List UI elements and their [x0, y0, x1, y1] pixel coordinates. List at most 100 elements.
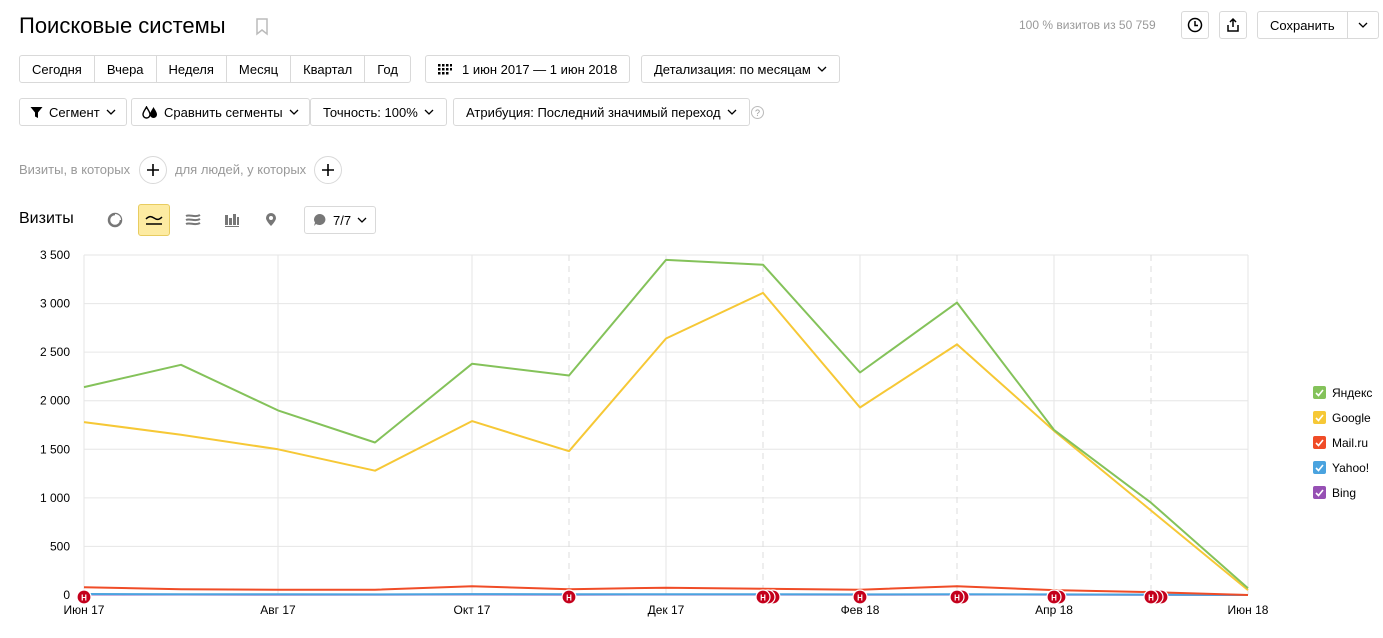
- legend-label: Bing: [1332, 485, 1357, 500]
- attribution-dropdown[interactable]: Атрибуция: Последний значимый переход: [453, 98, 750, 126]
- annotation-bubble: [1046, 589, 1062, 605]
- x-tick-label: Авг 17: [260, 603, 296, 617]
- legend-item[interactable]: Google: [1313, 405, 1372, 430]
- comment-icon: [314, 214, 326, 226]
- annotation-marker[interactable]: Н: [1143, 589, 1159, 605]
- annotation-bubble: [76, 589, 92, 605]
- annotation-marker[interactable]: Н: [755, 589, 771, 605]
- attribution-label: Атрибуция: Последний значимый переход: [466, 104, 721, 120]
- y-tick-label: 0: [63, 588, 70, 602]
- checkbox-icon[interactable]: [1313, 486, 1326, 499]
- add-visit-condition-button[interactable]: [139, 156, 167, 184]
- area-view-button[interactable]: [177, 204, 209, 236]
- people-where-label: для людей, у которых: [175, 162, 307, 177]
- annotation-marker[interactable]: Н: [949, 589, 965, 605]
- annotation-bubble: [755, 589, 771, 605]
- annotation-glyph: Н: [857, 594, 863, 603]
- annotation-bubble: [852, 589, 868, 605]
- annotation-glyph: Н: [81, 594, 87, 603]
- checkbox-icon[interactable]: [1313, 411, 1326, 424]
- map-view-button[interactable]: [255, 204, 287, 236]
- y-tick-label: 500: [50, 539, 70, 553]
- add-people-condition-button[interactable]: [314, 156, 342, 184]
- date-range-picker[interactable]: 1 июн 2017 — 1 июн 2018: [425, 55, 631, 83]
- chevron-down-icon: [106, 109, 116, 115]
- chevron-down-icon: [357, 217, 367, 223]
- annotation-marker[interactable]: Н: [852, 589, 868, 605]
- line-view-button[interactable]: [138, 204, 170, 236]
- map-pin-icon: [266, 213, 276, 226]
- x-tick-label: Июн 18: [1228, 603, 1269, 617]
- help-icon[interactable]: ?: [751, 106, 764, 119]
- y-tick-label: 2 500: [40, 345, 70, 359]
- segment-dropdown[interactable]: Сегмент: [19, 98, 127, 126]
- filter-icon: [30, 106, 43, 118]
- chart-legend: Яндекс Google Mail.ru Yahoo! Bing: [1313, 380, 1372, 505]
- accuracy-dropdown[interactable]: Точность: 100%: [310, 98, 447, 126]
- legend-item[interactable]: Bing: [1313, 480, 1372, 505]
- checkbox-icon[interactable]: [1313, 461, 1326, 474]
- tab-quarter[interactable]: Квартал: [291, 56, 366, 82]
- save-group: Сохранить: [1257, 11, 1379, 39]
- checkbox-icon[interactable]: [1313, 436, 1326, 449]
- notes-count: 7/7: [333, 212, 352, 228]
- share-icon: [1227, 17, 1239, 32]
- compare-segments-dropdown[interactable]: Сравнить сегменты: [131, 98, 310, 126]
- y-tick-label: 3 000: [40, 297, 70, 311]
- y-tick-label: 3 500: [40, 248, 70, 262]
- bar-chart-icon: [225, 214, 239, 227]
- legend-label: Яндекс: [1332, 385, 1373, 400]
- annotation-glyph: Н: [954, 594, 960, 603]
- tab-month[interactable]: Месяц: [227, 56, 292, 82]
- line-chart-icon: [145, 215, 163, 225]
- detail-dropdown[interactable]: Детализация: по месяцам: [641, 55, 840, 83]
- legend-item[interactable]: Яндекс: [1313, 380, 1372, 405]
- period-tabs: Сегодня Вчера Неделя Месяц Квартал Год: [19, 55, 411, 83]
- drops-icon: [142, 105, 157, 119]
- clock-icon: [1187, 17, 1203, 33]
- checkbox-icon[interactable]: [1313, 386, 1326, 399]
- notes-dropdown[interactable]: 7/7: [304, 206, 377, 234]
- export-button[interactable]: [1219, 11, 1247, 39]
- chart-metric-label: Визиты: [19, 210, 74, 227]
- legend-label: Google: [1332, 410, 1371, 425]
- y-tick-label: 2 000: [40, 394, 70, 408]
- visits-line-chart[interactable]: 0 500 1 000 1 500 2 000 2 500 3 000 3 500 Июн 1…: [0, 240, 1300, 638]
- plus-icon: [147, 164, 159, 176]
- pie-chart-icon: [107, 212, 123, 228]
- chevron-down-icon: [727, 109, 737, 115]
- bookmark-icon[interactable]: [255, 18, 269, 36]
- detail-label: Детализация: по месяцам: [654, 61, 811, 77]
- chevron-down-icon: [289, 109, 299, 115]
- x-tick-label: Фев 18: [841, 603, 880, 617]
- stacked-area-icon: [185, 214, 201, 226]
- annotation-bubble: [1143, 589, 1159, 605]
- series-line[interactable]: [83, 258, 1249, 589]
- save-button[interactable]: Сохранить: [1258, 12, 1348, 38]
- bar-view-button[interactable]: [216, 204, 248, 236]
- legend-item[interactable]: Yahoo!: [1313, 455, 1372, 480]
- annotation-marker[interactable]: Н: [561, 589, 577, 605]
- annotation-bubble: [949, 589, 965, 605]
- x-tick-label: Дек 17: [648, 603, 685, 617]
- tab-yesterday[interactable]: Вчера: [95, 56, 157, 82]
- annotation-marker[interactable]: Н: [76, 589, 92, 605]
- annotation-marker[interactable]: Н: [1046, 589, 1062, 605]
- annotation-glyph: Н: [760, 594, 766, 603]
- segment-label: Сегмент: [49, 104, 100, 120]
- save-dropdown-button[interactable]: [1348, 12, 1378, 38]
- legend-label: Mail.ru: [1332, 435, 1369, 450]
- annotation-bubble: [561, 589, 577, 605]
- series-line[interactable]: [83, 593, 1249, 596]
- pie-view-button[interactable]: [99, 204, 131, 236]
- legend-label: Yahoo!: [1332, 460, 1370, 475]
- tab-year[interactable]: Год: [377, 61, 398, 77]
- x-tick-label: Окт 17: [454, 603, 491, 617]
- accuracy-label: Точность: 100%: [323, 104, 418, 120]
- tab-today[interactable]: Сегодня: [20, 56, 95, 82]
- history-button[interactable]: [1181, 11, 1209, 39]
- legend-item[interactable]: Mail.ru: [1313, 430, 1372, 455]
- date-range-label: 1 июн 2017 — 1 июн 2018: [462, 61, 618, 77]
- tab-week[interactable]: Неделя: [157, 56, 227, 82]
- chevron-down-icon: [1358, 22, 1368, 28]
